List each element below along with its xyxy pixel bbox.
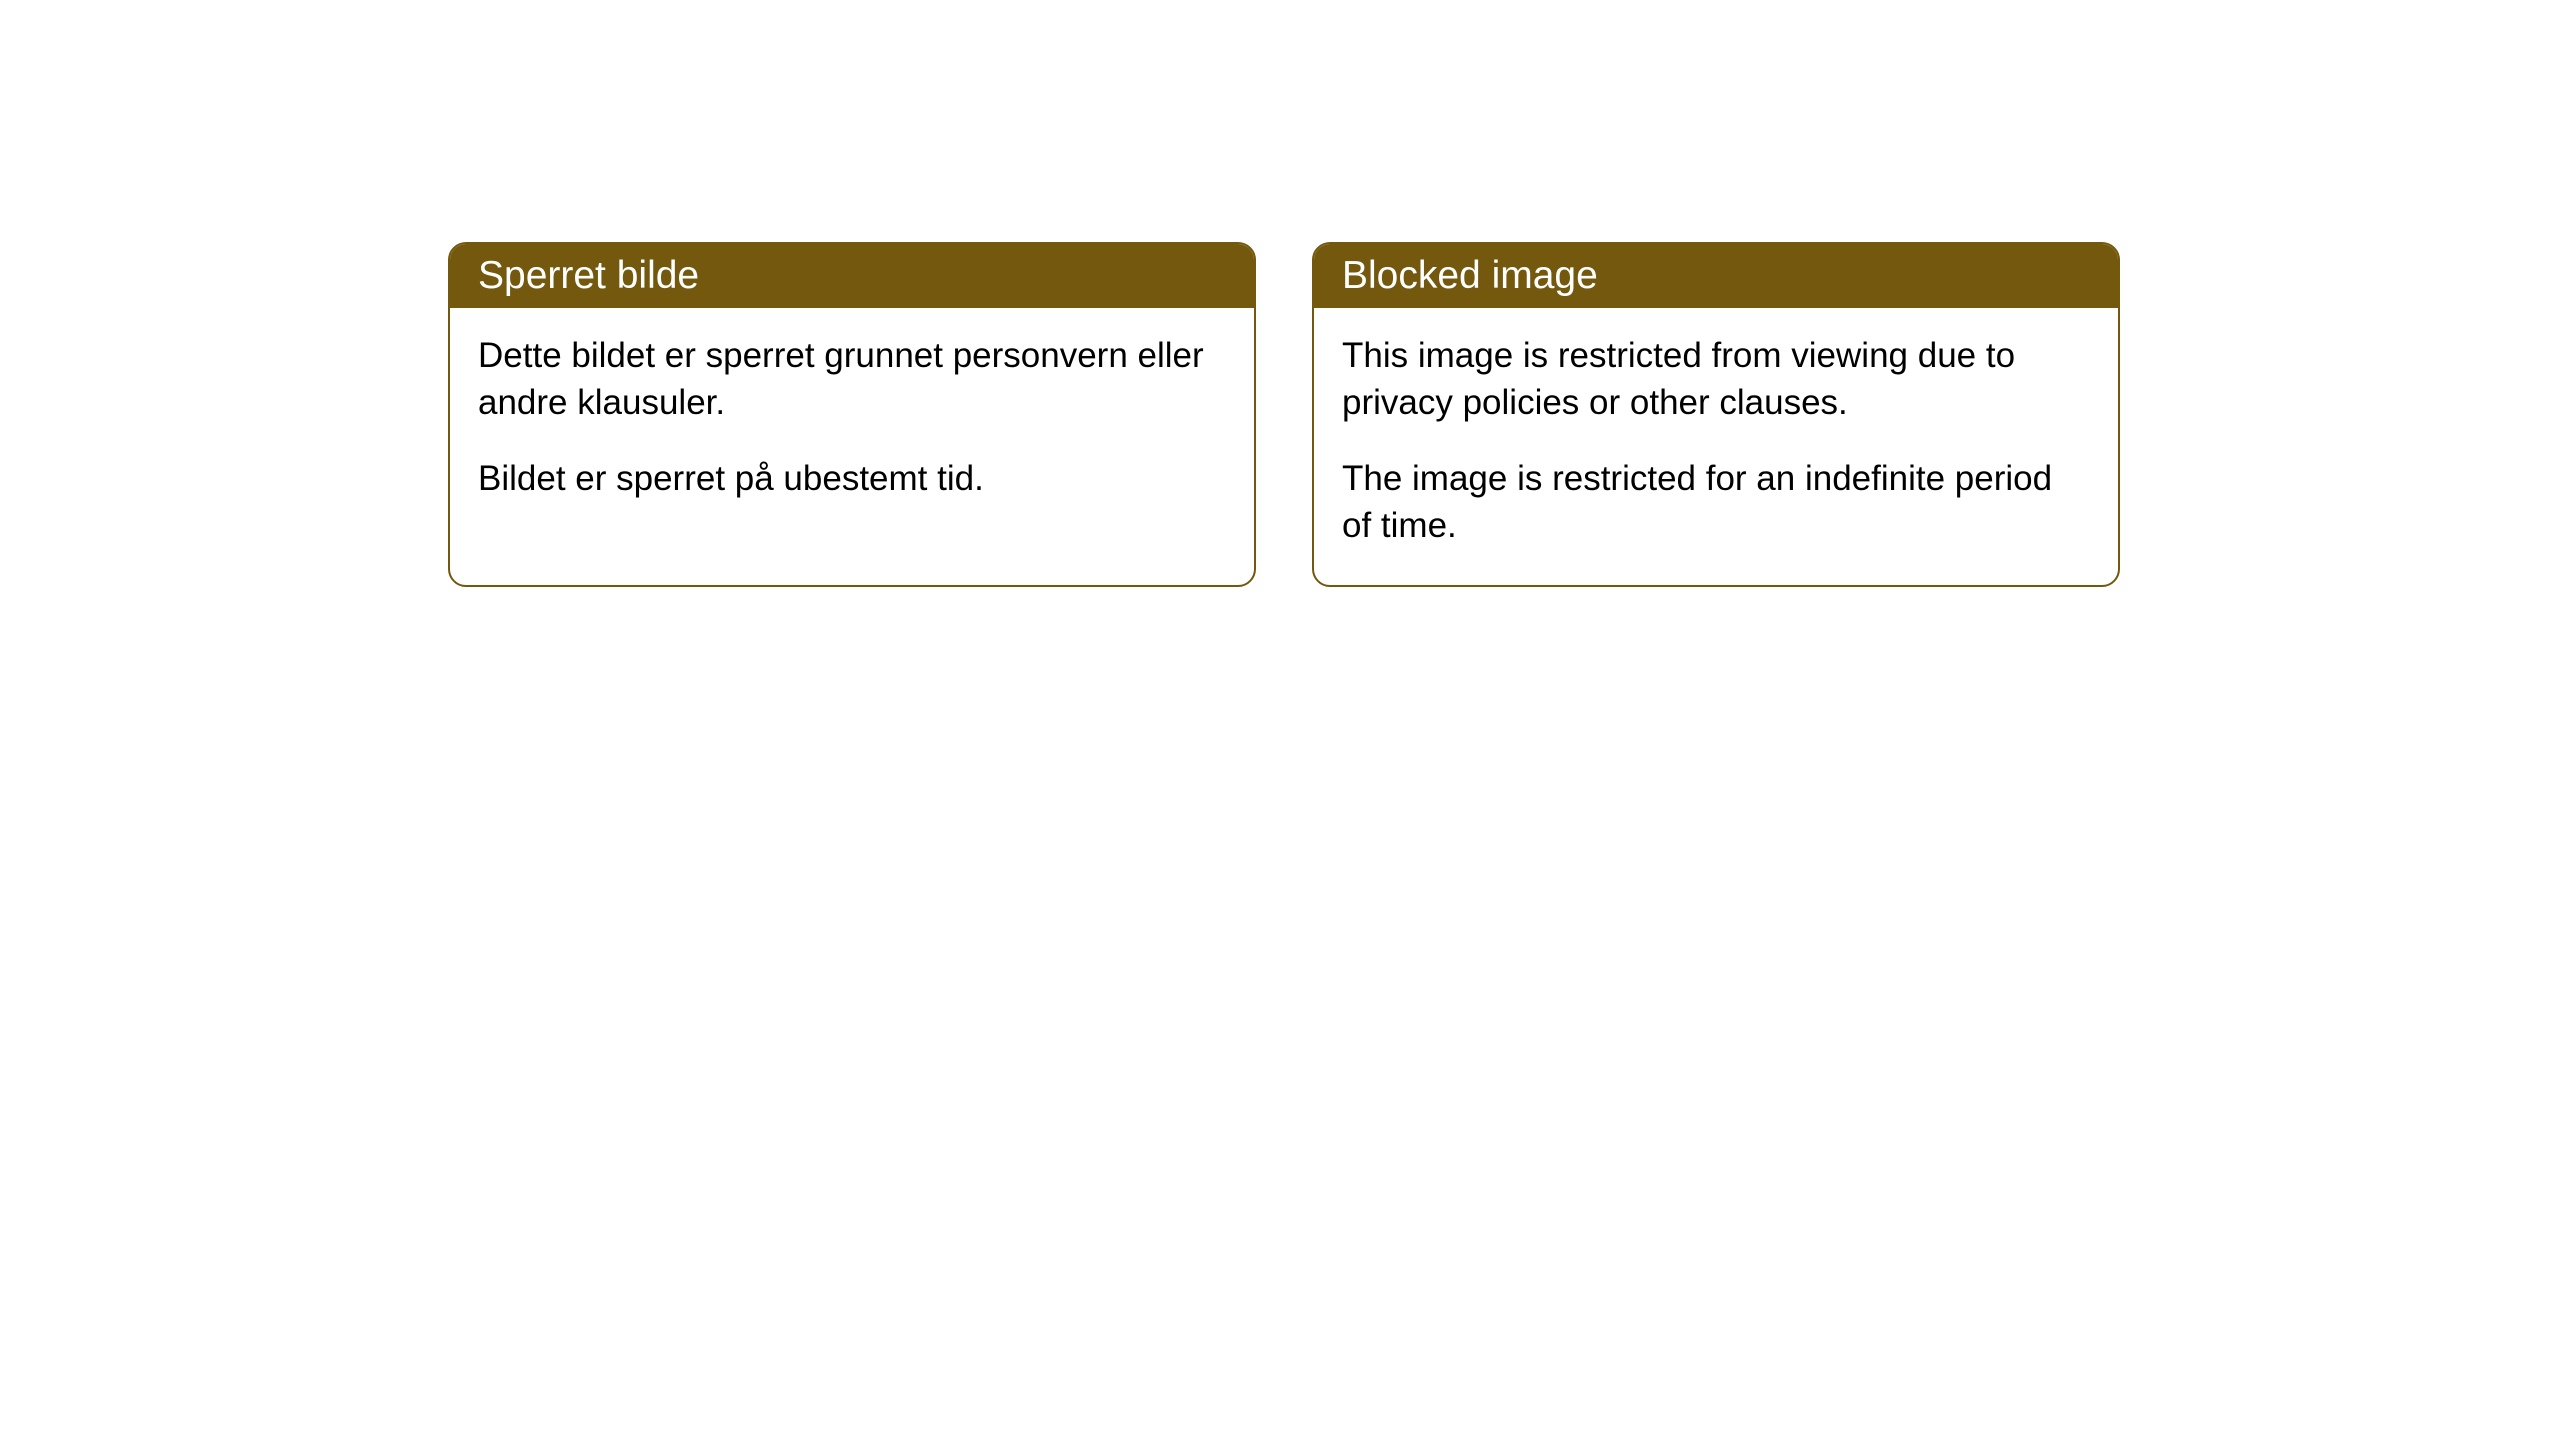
card-paragraph-1-norwegian: Dette bildet er sperret grunnet personve…	[478, 332, 1226, 427]
card-paragraph-2-norwegian: Bildet er sperret på ubestemt tid.	[478, 455, 1226, 502]
card-paragraph-2-english: The image is restricted for an indefinit…	[1342, 455, 2090, 550]
card-header-norwegian: Sperret bilde	[450, 244, 1254, 308]
card-header-english: Blocked image	[1314, 244, 2118, 308]
card-paragraph-1-english: This image is restricted from viewing du…	[1342, 332, 2090, 427]
card-body-norwegian: Dette bildet er sperret grunnet personve…	[450, 308, 1254, 538]
card-norwegian: Sperret bilde Dette bildet er sperret gr…	[448, 242, 1256, 587]
cards-container: Sperret bilde Dette bildet er sperret gr…	[448, 242, 2120, 587]
card-body-english: This image is restricted from viewing du…	[1314, 308, 2118, 585]
card-english: Blocked image This image is restricted f…	[1312, 242, 2120, 587]
